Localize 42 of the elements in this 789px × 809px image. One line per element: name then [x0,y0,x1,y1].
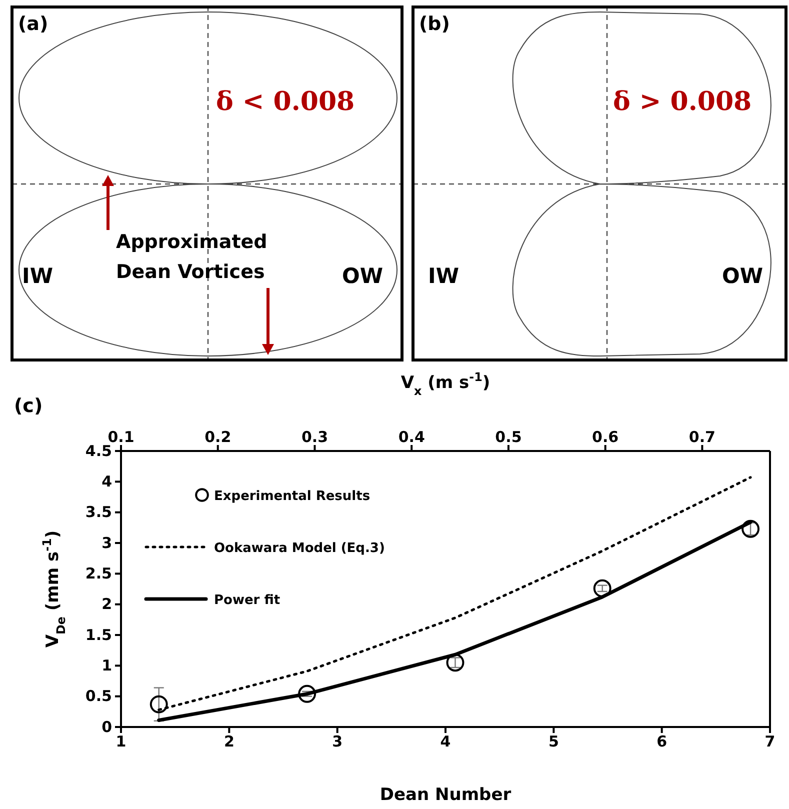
chart-title: (c) [14,395,43,417]
y-tick-label: 2 [102,595,112,614]
x-tick-label: 6 [656,732,668,751]
text: OW [722,264,764,288]
y-tick-label: 0 [102,718,112,736]
x2-tick-label: 0.3 [301,428,328,446]
x-tick-label: 3 [332,732,343,751]
text: (b) [419,13,450,35]
y-tick-label: 2.5 [85,564,112,582]
text: IW [22,264,53,288]
text: δ > 0.008 [613,87,752,117]
y-tick-label: 3.5 [85,503,112,522]
x2-axis-title: V$_{x}$ (m s$^{-1}$) [400,370,490,398]
y-tick-label: 1 [102,656,112,674]
point [446,654,464,672]
legend-label: Power fit [214,593,280,608]
text: OW [342,264,384,288]
x2-tick-label: 0.4 [398,428,425,446]
text: Approximated Dean Vortices [116,231,268,283]
text: IW [428,264,459,288]
legend-label: Experimental Results [214,489,370,504]
x2-tick-label: 0.7 [688,428,716,446]
x-tick-label: 1 [116,732,126,751]
x2-tick-label: 0.6 [592,428,619,446]
y-tick-label: 4 [102,472,112,490]
y-tick-label: 1.5 [85,626,112,644]
x2-tick-label: 0.5 [495,428,522,446]
legend-label: Ookawara Model (Eq.3) [214,541,385,556]
x-axis-title: Dean Number [380,785,512,805]
x-tick-label: 2 [224,732,234,751]
x-tick-label: 5 [548,732,559,751]
x-tick-label: 7 [764,732,776,751]
x-tick-label: 4 [440,732,451,751]
text: (a) [18,13,48,35]
point [150,695,168,714]
y-tick-label: 3 [102,534,112,552]
point [593,579,612,598]
x2-tick-label: 0.2 [204,428,232,446]
y-tick-label: 0.5 [85,687,112,706]
text: δ < 0.008 [216,87,355,117]
point [742,520,760,538]
point [298,684,316,703]
